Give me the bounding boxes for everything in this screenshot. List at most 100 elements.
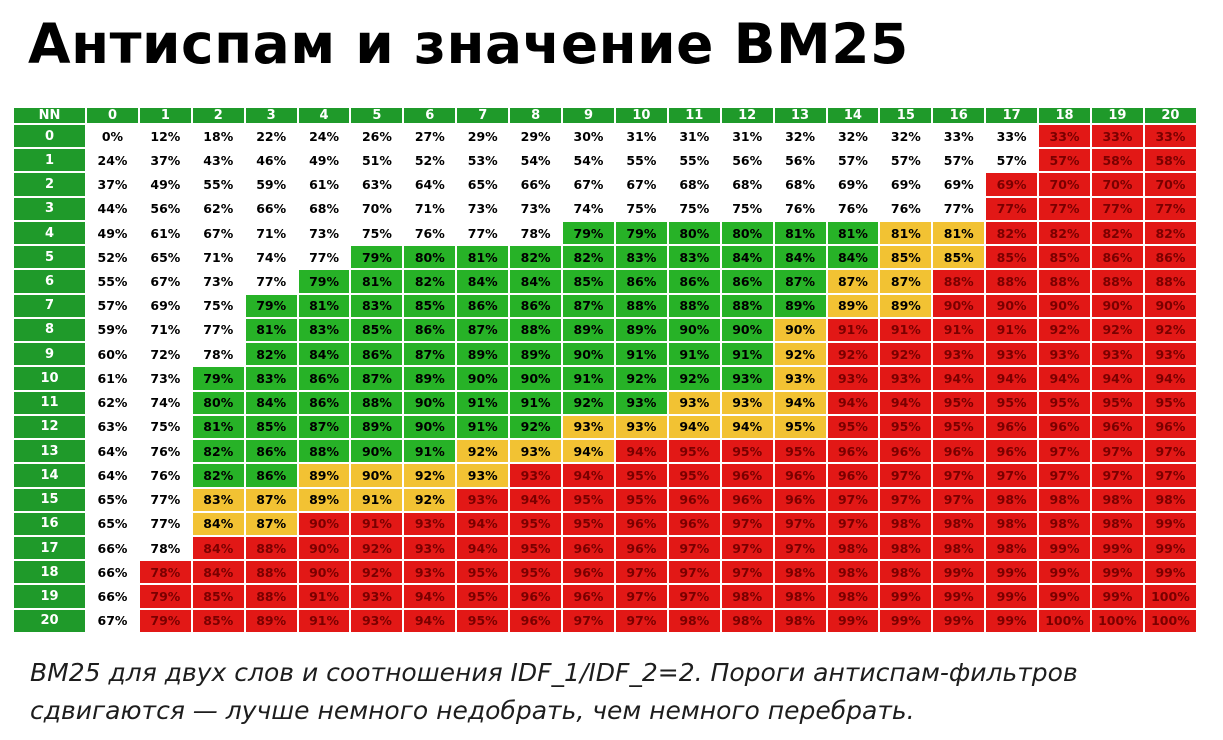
heatmap-cell: 80% [719,219,775,247]
heatmap-cell: 78% [190,341,246,368]
heatmap-cell: 82% [984,219,1040,247]
heatmap-row: 15 65% 77% 83% 87% 89% 91% 92% 93% 94% 95% 95% 96% 96… [11,486,1199,513]
heatmap-cell: 90% [1142,292,1199,319]
heatmap-cell: 69% [137,292,193,319]
heatmap-cell: 95% [878,413,934,441]
heatmap-cell: 98% [984,486,1040,513]
heatmap-cell: 97% [613,607,669,635]
heatmap-cell: 95% [561,510,616,537]
heatmap-cell: 52% [402,147,458,174]
heatmap-cell: 72% [137,341,193,368]
heatmap-cell: 76% [772,195,828,222]
column-header: 11 [666,106,722,125]
heatmap-cell: 77% [931,195,987,222]
heatmap-cell: 58% [1089,147,1145,174]
heatmap-cell: 95% [719,438,775,465]
heatmap-cell: 96% [825,462,881,489]
heatmap-cell: 92% [878,341,934,368]
heatmap-cell: 22% [243,122,299,150]
heatmap-cell: 86% [296,365,352,392]
row-header: 7 [11,292,88,319]
heatmap-cell: 95% [508,559,564,586]
heatmap-cell: 82% [1089,219,1145,247]
heatmap-row: 16 65% 77% 84% 87% 90% 91% 93% 94% 95% 95% 96% 96% 97… [11,510,1199,537]
heatmap-cell: 81% [190,413,246,441]
column-header: 2 [190,106,246,125]
heatmap-cell: 93% [772,365,828,392]
heatmap-cell: 85% [402,292,458,319]
heatmap-cell: 99% [878,607,934,635]
heatmap-cell: 90% [349,438,405,465]
heatmap-cell: 95% [455,559,511,586]
heatmap-cell: 95% [931,413,987,441]
heatmap-cell: 90% [931,292,987,319]
heatmap-cell: 98% [878,510,934,537]
heatmap-cell: 88% [243,559,299,586]
heatmap-cell: 91% [455,389,511,416]
heatmap-cell: 57% [85,292,140,319]
heatmap-cell: 97% [613,583,669,610]
heatmap-cell: 97% [931,462,987,489]
heatmap-cell: 88% [1089,268,1145,295]
heatmap-cell: 93% [931,341,987,368]
heatmap-cell: 94% [772,389,828,416]
heatmap-cell: 77% [1142,195,1199,222]
heatmap-cell: 87% [296,413,352,441]
row-header: 17 [11,534,88,562]
heatmap-cell: 93% [402,559,458,586]
heatmap-cell: 84% [190,534,246,562]
heatmap-cell: 89% [349,413,405,441]
heatmap-cell: 91% [666,341,722,368]
heatmap-cell: 99% [984,559,1040,586]
heatmap-cell: 98% [772,559,828,586]
heatmap-cell: 98% [931,510,987,537]
heatmap-cell: 96% [772,462,828,489]
row-header: 1 [11,147,88,174]
heatmap-cell: 57% [825,147,881,174]
heatmap-cell: 63% [85,413,140,441]
heatmap-cell: 32% [825,122,881,150]
heatmap-cell: 31% [666,122,722,150]
heatmap-cell: 94% [508,486,564,513]
heatmap-cell: 88% [296,438,352,465]
heatmap-cell: 77% [137,510,193,537]
column-header: 15 [878,106,934,125]
heatmap-cell: 84% [772,244,828,271]
heatmap-cell: 97% [613,559,669,586]
heatmap-cell: 79% [137,583,193,610]
heatmap-cell: 44% [85,195,140,222]
heatmap-cell: 90% [719,316,775,344]
heatmap-cell: 96% [613,510,669,537]
heatmap-cell: 94% [1089,365,1145,392]
heatmap-cell: 75% [190,292,246,319]
caption-line-2: сдвигаются — лучше немного недобрать, че… [30,696,915,725]
heatmap-cell: 90% [349,462,405,489]
heatmap-cell: 89% [296,486,352,513]
heatmap-cell: 96% [666,510,722,537]
row-header: 20 [11,607,88,635]
column-header: 3 [243,106,299,125]
heatmap-cell: 65% [455,171,511,198]
heatmap-cell: 88% [349,389,405,416]
heatmap-cell: 84% [296,341,352,368]
heatmap-cell: 92% [561,389,616,416]
heatmap-cell: 70% [1089,171,1145,198]
heatmap-cell: 97% [1037,438,1092,465]
heatmap-cell: 89% [878,292,934,319]
column-header: 5 [349,106,405,125]
heatmap-cell: 82% [243,341,299,368]
row-header: 10 [11,365,88,392]
column-header: 4 [296,106,352,125]
heatmap-cell: 100% [1089,607,1145,635]
heatmap-cell: 78% [137,559,193,586]
heatmap-cell: 90% [455,365,511,392]
heatmap-cell: 75% [666,195,722,222]
row-header: 9 [11,341,88,368]
heatmap-cell: 83% [613,244,669,271]
heatmap-row: 6 55% 67% 73% 77% 79% 81% 82% 84% 84% 85% 86% 86% 86%… [11,268,1199,295]
heatmap-cell: 33% [931,122,987,150]
heatmap-cell: 91% [455,413,511,441]
heatmap-cell: 77% [1089,195,1145,222]
heatmap-cell: 24% [85,147,140,174]
heatmap-cell: 90% [984,292,1040,319]
